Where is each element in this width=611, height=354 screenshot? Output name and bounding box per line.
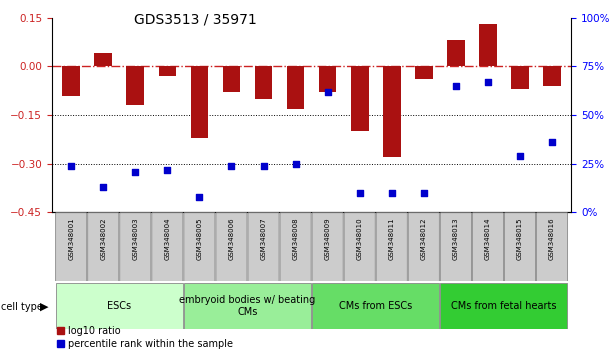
Text: cell type: cell type <box>1 302 43 312</box>
Text: embryoid bodies w/ beating
CMs: embryoid bodies w/ beating CMs <box>180 295 316 317</box>
Text: GSM348012: GSM348012 <box>421 217 427 260</box>
FancyBboxPatch shape <box>344 213 375 282</box>
Bar <box>479 24 497 67</box>
Text: GSM348015: GSM348015 <box>517 217 523 260</box>
Text: GSM348006: GSM348006 <box>229 217 235 260</box>
Point <box>483 79 493 85</box>
Bar <box>191 67 208 138</box>
FancyBboxPatch shape <box>248 213 279 282</box>
Point <box>355 190 365 196</box>
Bar <box>95 53 112 67</box>
Point <box>194 194 204 200</box>
Point <box>66 163 76 169</box>
Point <box>291 161 301 167</box>
Bar <box>222 67 240 92</box>
Bar <box>383 67 401 157</box>
Text: GDS3513 / 35971: GDS3513 / 35971 <box>134 12 257 27</box>
Point <box>387 190 397 196</box>
Text: GSM348013: GSM348013 <box>453 217 459 260</box>
FancyBboxPatch shape <box>184 213 215 282</box>
Text: GSM348009: GSM348009 <box>324 217 331 260</box>
Bar <box>441 283 568 329</box>
Bar <box>447 40 465 67</box>
FancyBboxPatch shape <box>472 213 503 282</box>
FancyBboxPatch shape <box>312 213 343 282</box>
Point <box>163 167 172 172</box>
FancyBboxPatch shape <box>505 213 535 282</box>
Point <box>130 169 140 175</box>
Point <box>258 163 268 169</box>
Bar <box>312 283 439 329</box>
FancyBboxPatch shape <box>88 213 119 282</box>
FancyBboxPatch shape <box>536 213 568 282</box>
FancyBboxPatch shape <box>152 213 183 282</box>
Text: GSM348001: GSM348001 <box>68 217 74 260</box>
Legend: log10 ratio, percentile rank within the sample: log10 ratio, percentile rank within the … <box>57 326 233 349</box>
Text: GSM348005: GSM348005 <box>196 217 202 260</box>
FancyBboxPatch shape <box>120 213 151 282</box>
Bar <box>184 283 311 329</box>
Point <box>323 89 332 95</box>
Bar <box>158 67 176 76</box>
Point <box>515 153 525 159</box>
Text: CMs from ESCs: CMs from ESCs <box>339 301 412 311</box>
Text: CMs from fetal hearts: CMs from fetal hearts <box>451 301 557 311</box>
Text: GSM348007: GSM348007 <box>260 217 266 260</box>
FancyBboxPatch shape <box>441 213 472 282</box>
FancyBboxPatch shape <box>408 213 439 282</box>
Bar <box>543 67 561 86</box>
Bar <box>415 67 433 79</box>
Text: GSM348008: GSM348008 <box>293 217 299 260</box>
FancyBboxPatch shape <box>56 213 87 282</box>
Point <box>451 83 461 89</box>
Bar <box>287 67 304 109</box>
Text: GSM348002: GSM348002 <box>100 217 106 260</box>
Bar <box>319 67 337 92</box>
Point <box>419 190 429 196</box>
Point <box>547 139 557 145</box>
Bar <box>126 67 144 105</box>
Text: GSM348011: GSM348011 <box>389 217 395 260</box>
Text: GSM348003: GSM348003 <box>133 217 138 260</box>
Bar <box>62 67 80 96</box>
Point <box>227 163 236 169</box>
Bar <box>351 67 368 131</box>
Bar <box>56 283 183 329</box>
Text: GSM348010: GSM348010 <box>357 217 363 260</box>
Text: GSM348014: GSM348014 <box>485 217 491 260</box>
FancyBboxPatch shape <box>216 213 247 282</box>
FancyBboxPatch shape <box>280 213 311 282</box>
Text: ▶: ▶ <box>40 302 49 312</box>
Text: GSM348004: GSM348004 <box>164 217 170 260</box>
Point <box>98 184 108 190</box>
Text: ESCs: ESCs <box>107 301 131 311</box>
Text: GSM348016: GSM348016 <box>549 217 555 260</box>
Bar <box>255 67 273 99</box>
FancyBboxPatch shape <box>376 213 408 282</box>
Bar <box>511 67 529 89</box>
